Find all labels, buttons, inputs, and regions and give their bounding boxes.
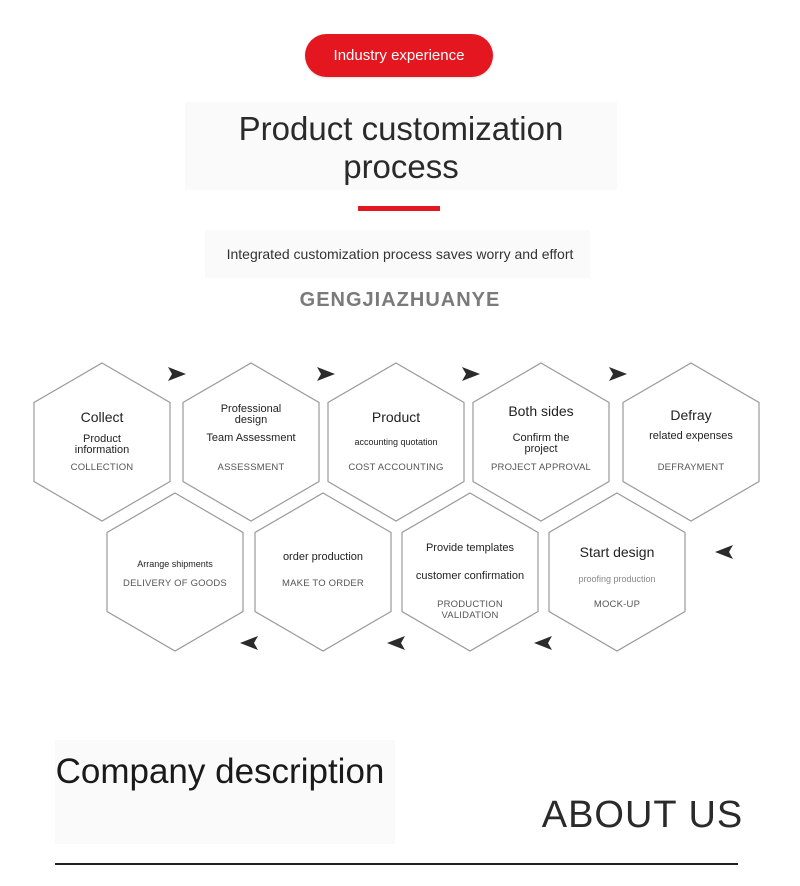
page-title: Product customization process [238, 110, 564, 185]
step-7-tag: PRODUCTION VALIDATION [437, 599, 503, 621]
hexagon-step-9 [106, 492, 244, 652]
hexagon-step-5 [622, 362, 760, 522]
subtitle-background [205, 230, 590, 278]
step-1-tag: COLLECTION [70, 462, 134, 473]
flow-arrow-4 [609, 367, 627, 381]
step-2-description: Team Assessment [206, 432, 296, 444]
process-flow-graphic [33, 362, 760, 652]
flow-arrow-2 [317, 367, 335, 381]
step-1-title: Collect [80, 409, 124, 425]
step-5-title: Defray [670, 407, 712, 423]
step-7-title: Provide templates [425, 542, 515, 554]
flow-arrow-8 [240, 636, 258, 650]
flow-arrow-3 [462, 367, 480, 381]
hexagon-step-2 [182, 362, 320, 522]
step-3-title: Product [371, 409, 421, 425]
hexagon-step-1 [33, 362, 171, 522]
industry-experience-badge: Industry experience [305, 34, 493, 77]
hexagon-step-4 [472, 362, 610, 522]
step-6-description: proofing production [578, 574, 656, 584]
step-9-tag: DELIVERY OF GOODS [123, 578, 227, 589]
process-flow: Collect Product information COLLECTION Prof… [0, 340, 800, 680]
step-8-tag: MAKE TO ORDER [282, 578, 364, 589]
hexagon-step-3 [327, 362, 465, 522]
hexagon-step-6 [548, 492, 686, 652]
step-1-description: Product information [74, 433, 130, 456]
brand-name: GENGJIAZHUANYE [299, 289, 501, 311]
step-4-description: Confirm the project [512, 432, 570, 455]
step-4-tag: PROJECT APPROVAL [491, 462, 591, 473]
flow-arrow-6 [534, 636, 552, 650]
step-2-tag: ASSESSMENT [217, 462, 285, 473]
step-6-tag: MOCK-UP [593, 599, 641, 610]
step-5-description: related expenses [649, 430, 733, 442]
flow-arrow-7 [387, 636, 405, 650]
company-title-background [55, 740, 395, 844]
step-9-title: Arrange shipments [137, 559, 213, 569]
page-subtitle: Integrated customization process saves w… [226, 246, 574, 262]
step-4-title: Both sides [508, 403, 574, 419]
step-8-title: order production [282, 551, 364, 563]
step-3-tag: COST ACCOUNTING [348, 462, 444, 473]
hexagon-step-7 [401, 492, 539, 652]
step-6-title: Start design [579, 544, 655, 560]
bottom-divider [55, 863, 738, 865]
title-underline [358, 206, 440, 211]
step-3-description: accounting quotation [354, 437, 438, 447]
flow-arrow-1 [168, 367, 186, 381]
about-us-title: ABOUT US [541, 794, 744, 836]
hexagon-step-8 [254, 492, 392, 652]
company-description-title: Company description [55, 752, 385, 791]
step-2-title: Professional design [220, 403, 282, 426]
title-background [185, 102, 617, 190]
flow-arrow-5 [715, 545, 733, 559]
step-7-description: customer confirmation [415, 570, 525, 582]
step-5-tag: DEFRAYMENT [657, 462, 725, 473]
